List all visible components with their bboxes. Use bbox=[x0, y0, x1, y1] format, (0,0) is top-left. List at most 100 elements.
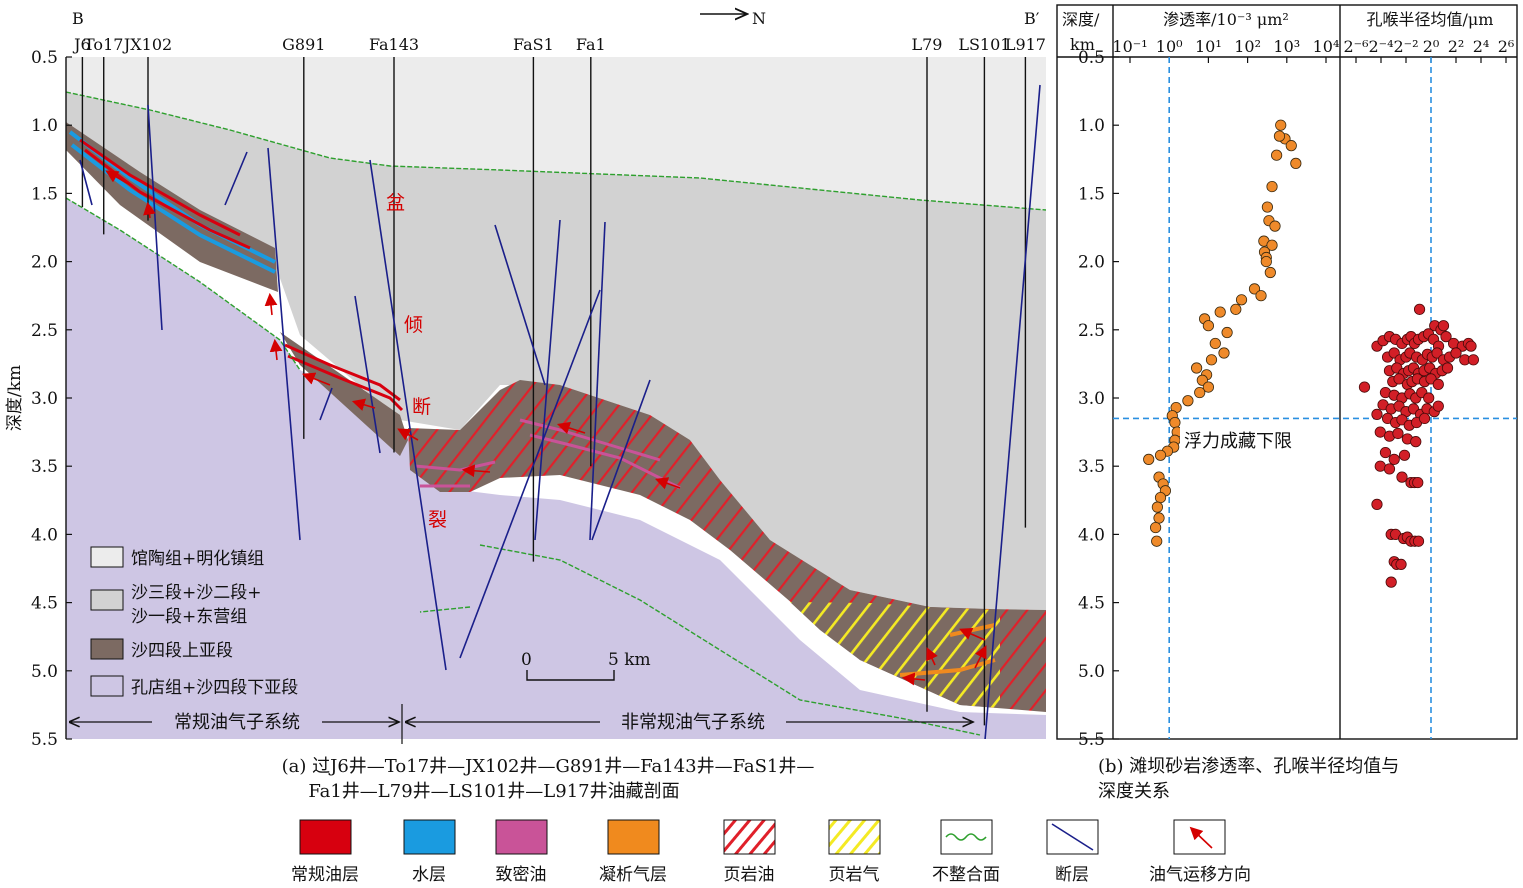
pore-point bbox=[1423, 392, 1435, 404]
perm-point bbox=[1218, 347, 1230, 359]
tight-oil-band bbox=[519, 418, 661, 462]
pore-point bbox=[1371, 498, 1383, 510]
legend-swatch-shale-oil bbox=[723, 819, 776, 855]
pore-point bbox=[1432, 400, 1444, 412]
permeability-points bbox=[1143, 119, 1302, 547]
panel-b-caption: (b) 滩坝砂岩渗透率、孔喉半径均值与 bbox=[1098, 756, 1399, 777]
tight-oil-band bbox=[414, 460, 496, 472]
stratum-guantao-minghuazhen bbox=[66, 57, 1046, 210]
pore-point bbox=[1392, 427, 1404, 440]
perm-point bbox=[1269, 220, 1281, 232]
pore-point bbox=[1441, 362, 1454, 374]
depth-tick-label: 1.0 bbox=[1078, 116, 1105, 136]
perm-point bbox=[1273, 130, 1286, 142]
pore-point bbox=[1431, 347, 1443, 359]
perm-point bbox=[1202, 381, 1215, 393]
depth-tick-label: 3.5 bbox=[1078, 457, 1105, 477]
perm-tick-label: 10⁻¹ bbox=[1112, 37, 1147, 56]
perm-point bbox=[1194, 386, 1206, 399]
pore-point bbox=[1385, 576, 1397, 588]
pore-point bbox=[1393, 373, 1405, 385]
pore-point bbox=[1371, 408, 1383, 420]
fault-line bbox=[267, 147, 301, 541]
perm-point bbox=[1205, 354, 1218, 366]
perm-point bbox=[1209, 337, 1221, 350]
depth-tick-label: 1.5 bbox=[31, 184, 58, 204]
perm-point bbox=[1143, 453, 1155, 465]
pore-point bbox=[1396, 471, 1408, 483]
pore-point bbox=[1432, 378, 1444, 390]
pore-point bbox=[1465, 340, 1477, 352]
panel-b-caption: 深度关系 bbox=[1098, 781, 1170, 802]
panel-a-caption: Fa1井—L79井—LS101井—L917井油藏剖面 bbox=[308, 781, 679, 802]
pore-throat-x-ticks: 2⁻⁶ 2⁻⁴ 2⁻² 2⁰ 2² 2⁴ 2⁶ bbox=[1343, 37, 1514, 63]
unconventional-subsystem-label: 非常规油气子系统 bbox=[621, 712, 765, 733]
perm-point bbox=[1154, 449, 1167, 461]
conventional-oil-band bbox=[79, 138, 241, 237]
well-label: JX102 bbox=[122, 35, 172, 54]
fault-line bbox=[591, 379, 651, 541]
water-layer-band bbox=[70, 143, 276, 274]
well-label: Fa1 bbox=[576, 35, 606, 54]
depth-tick-label: 4.5 bbox=[1078, 594, 1105, 614]
fault-line bbox=[224, 151, 248, 206]
depth-tick-label: 2.0 bbox=[1078, 253, 1105, 273]
well-label: L917 bbox=[1005, 35, 1046, 54]
scale-bar: 0 5 km bbox=[521, 650, 651, 681]
perm-tick-label: 10⁰ bbox=[1156, 37, 1183, 56]
pore-throat-header: 孔喉半径均值/μm bbox=[1367, 10, 1494, 29]
depth-tick-label: 1.0 bbox=[31, 116, 58, 136]
section-start-label: B bbox=[72, 9, 84, 28]
depth-tick-label: 5.5 bbox=[31, 730, 58, 750]
perm-point bbox=[1214, 306, 1226, 318]
pore-point bbox=[1410, 436, 1422, 448]
buoyancy-limit-label: 浮力成藏下限 bbox=[1184, 431, 1292, 452]
depth-tick-label: 2.5 bbox=[1078, 321, 1105, 341]
pore-point bbox=[1358, 381, 1371, 393]
permeability-x-ticks: 10⁻¹ 10⁰ 10¹ 10² 10³ 10⁴ bbox=[1112, 37, 1339, 63]
migration-arrow bbox=[143, 201, 156, 219]
migration-arrow bbox=[351, 398, 376, 411]
unconformity-line bbox=[66, 91, 1046, 211]
legend-swatch-condensate bbox=[607, 819, 660, 855]
depth-relation-panel: 深度/ km 渗透率/10⁻³ μm² 孔喉半径均值/μm 0.5 1.0 1.5 2… bbox=[1056, 4, 1518, 802]
bottom-legend-label: 常规油层 bbox=[291, 865, 359, 885]
legend-swatch-sha4-upper bbox=[90, 638, 124, 660]
bottom-legend: 常规油层 水层 致密油 凝析气层 页岩油 页岩气 不整合面 断层 油气运移方向 bbox=[291, 819, 1251, 885]
legend-swatch-conventional-oil bbox=[299, 819, 352, 855]
fault-line bbox=[494, 224, 546, 386]
pore-point bbox=[1398, 449, 1411, 461]
perm-point bbox=[1264, 266, 1276, 279]
panel-b-depth-header: 深度/ bbox=[1062, 10, 1100, 29]
migration-arrow bbox=[397, 428, 419, 441]
unconformity-line bbox=[479, 544, 981, 736]
pore-point bbox=[1440, 331, 1452, 343]
perm-point bbox=[1151, 501, 1163, 513]
guide-lines bbox=[1113, 57, 1517, 739]
legend-swatch-quaternary bbox=[90, 546, 124, 568]
depth-tick-label: 4.0 bbox=[1078, 525, 1105, 545]
perm-tick-label: 10² bbox=[1234, 37, 1261, 56]
depth-axis-ticks: 0.5 1.0 1.5 2.0 2.5 3.0 3.5 4.0 4.5 5.0 5.5 bbox=[31, 48, 72, 750]
bottom-legend-label: 水层 bbox=[412, 865, 446, 885]
migration-icon bbox=[1189, 826, 1213, 849]
well-label: G891 bbox=[282, 35, 325, 54]
perm-tick-label: 10¹ bbox=[1195, 37, 1222, 56]
pore-point bbox=[1395, 558, 1407, 571]
well-label: Fa143 bbox=[369, 35, 419, 54]
depth-tick-label: 4.0 bbox=[31, 525, 58, 545]
migration-arrows bbox=[105, 170, 987, 686]
perm-point bbox=[1230, 303, 1242, 315]
perm-point bbox=[1275, 119, 1287, 131]
legend-label: 沙一段+东营组 bbox=[131, 607, 247, 627]
bottom-legend-label: 不整合面 bbox=[932, 865, 1000, 885]
cross-section-strata bbox=[66, 57, 1046, 739]
perm-point bbox=[1154, 491, 1167, 504]
fault-line bbox=[79, 159, 93, 206]
fault-line bbox=[147, 104, 163, 331]
depth-tick-label: 3.0 bbox=[1078, 389, 1105, 409]
pore-point bbox=[1383, 463, 1396, 475]
perm-point bbox=[1261, 201, 1274, 213]
fault-line bbox=[534, 219, 561, 541]
migration-arrow bbox=[105, 170, 131, 186]
